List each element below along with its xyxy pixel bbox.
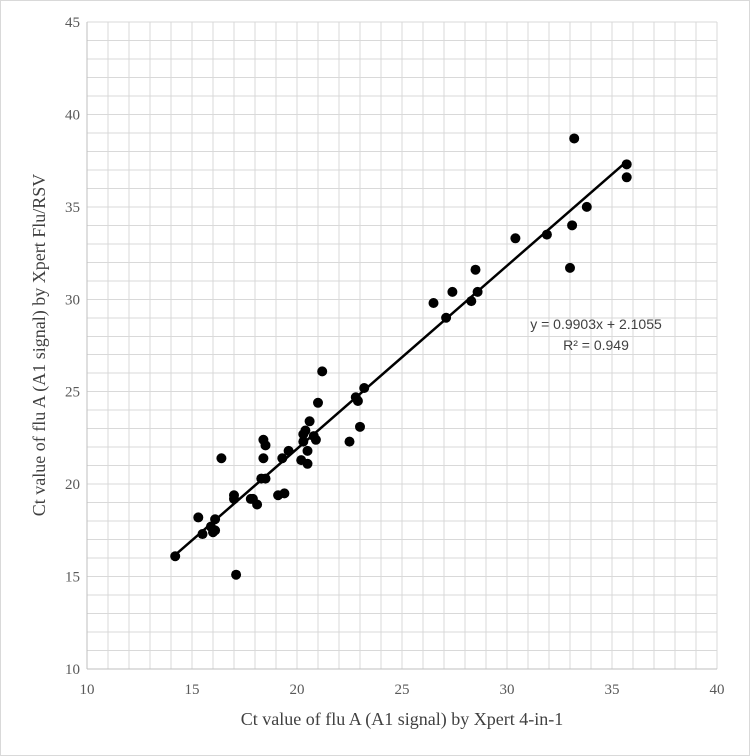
- x-tick-label: 40: [710, 682, 725, 698]
- data-point: [279, 488, 290, 499]
- data-point: [258, 453, 269, 464]
- data-point: [621, 159, 632, 170]
- data-point: [300, 425, 311, 436]
- data-point: [302, 458, 313, 469]
- trendline: [174, 160, 628, 556]
- data-point: [567, 220, 578, 231]
- x-tick-labels: 10 15 20 25 30 35 40: [80, 682, 725, 698]
- data-point: [344, 436, 355, 447]
- data-point: [310, 434, 321, 445]
- data-point: [317, 366, 328, 377]
- axes: [86, 22, 717, 670]
- data-point: [466, 296, 477, 307]
- data-point: [302, 445, 313, 456]
- data-point: [359, 383, 370, 394]
- y-axis-title: Ct value of flu A (A1 signal) by Xpert F…: [29, 174, 50, 516]
- gridlines: [87, 21, 718, 669]
- x-tick-label: 30: [500, 682, 515, 698]
- data-point: [197, 529, 208, 540]
- data-point: [352, 395, 363, 406]
- data-point: [355, 421, 365, 432]
- y-tick-label: 35: [65, 200, 80, 216]
- y-tick-labels: 10 15 20 25 30 35 40 45: [65, 15, 80, 678]
- r-squared-label: R² = 0.949: [563, 337, 629, 353]
- data-point: [193, 512, 204, 523]
- data-point: [170, 551, 181, 562]
- data-point: [510, 233, 521, 244]
- data-point: [283, 445, 294, 456]
- data-point: [541, 229, 552, 240]
- y-tick-label: 45: [65, 15, 80, 31]
- y-tick-label: 25: [65, 385, 80, 401]
- data-point: [304, 416, 315, 427]
- x-axis-title: Ct value of flu A (A1 signal) by Xpert 4…: [241, 709, 563, 730]
- data-point: [252, 499, 263, 510]
- x-tick-label: 10: [80, 682, 95, 698]
- data-point: [470, 264, 481, 275]
- data-point: [298, 436, 309, 447]
- data-point: [581, 201, 592, 212]
- data-point: [260, 440, 271, 451]
- data-point: [216, 453, 227, 464]
- data-point: [441, 312, 452, 323]
- x-tick-label: 25: [395, 682, 410, 698]
- data-point: [210, 514, 221, 525]
- data-point: [229, 493, 239, 504]
- data-point: [428, 297, 439, 308]
- y-tick-label: 10: [65, 662, 80, 678]
- data-point: [313, 397, 323, 408]
- data-point: [621, 172, 632, 183]
- trendline-group: [174, 160, 628, 556]
- data-point: [260, 473, 271, 484]
- data-point: [447, 286, 458, 297]
- data-points: [170, 133, 632, 580]
- trendline-equation: y = 0.9903x + 2.1055: [530, 316, 662, 332]
- y-tick-label: 20: [65, 477, 80, 493]
- y-tick-label: 40: [65, 107, 80, 123]
- y-tick-label: 15: [65, 570, 80, 586]
- data-point: [569, 133, 580, 144]
- data-point: [472, 286, 483, 297]
- data-point: [231, 569, 242, 580]
- x-tick-label: 20: [290, 682, 305, 698]
- data-point: [210, 525, 221, 536]
- data-point: [565, 262, 575, 273]
- y-tick-label: 30: [65, 292, 80, 308]
- x-tick-label: 15: [185, 682, 200, 698]
- x-tick-label: 35: [605, 682, 620, 698]
- data-point: [277, 453, 288, 464]
